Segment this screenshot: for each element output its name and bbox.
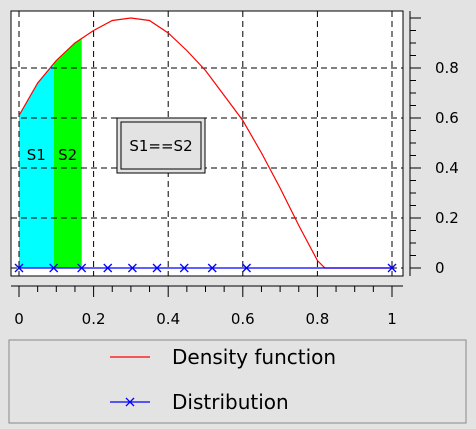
distribution-layer xyxy=(14,263,397,273)
region-s1 xyxy=(19,63,54,269)
shaded-regions: S1 S2 xyxy=(19,38,82,269)
distribution-point xyxy=(49,263,59,273)
x-tick-label: 1 xyxy=(387,310,397,328)
y-tick-label: 0.6 xyxy=(435,109,459,127)
x-tick-label: 0.4 xyxy=(156,310,180,328)
distribution-point xyxy=(152,263,162,273)
legend-label: Distribution xyxy=(172,390,289,414)
legend-marker xyxy=(125,397,135,407)
distribution-point xyxy=(387,263,397,273)
y-tick-label: 0 xyxy=(435,259,445,277)
distribution-point xyxy=(77,263,87,273)
annotation-text: S1==S2 xyxy=(129,137,192,155)
legend-item: Density function xyxy=(110,345,336,369)
x-tick-label: 0.6 xyxy=(231,310,255,328)
x-tick-label: 0 xyxy=(14,310,24,328)
distribution-point xyxy=(127,263,137,273)
plot-border xyxy=(10,10,404,277)
x-tick-label: 0.2 xyxy=(82,310,106,328)
distribution-point xyxy=(242,263,251,273)
distribution-point xyxy=(179,263,189,273)
legend-label: Density function xyxy=(172,345,336,369)
density-line xyxy=(18,17,392,269)
y-tick-label: 0.4 xyxy=(435,159,459,177)
region-label-s2: S2 xyxy=(58,146,77,164)
x-axis: 0 0.2 0.4 0.6 0.8 1 xyxy=(11,285,403,328)
distribution-point xyxy=(14,263,24,273)
annotation-box: S1==S2 xyxy=(116,117,206,174)
distribution-point xyxy=(207,263,217,273)
y-tick-label: 0.8 xyxy=(435,59,459,77)
region-s2 xyxy=(53,38,82,268)
y-tick-label: 0.2 xyxy=(435,209,459,227)
distribution-point xyxy=(103,263,113,273)
legend: Density function Distribution xyxy=(8,339,467,424)
region-label-s1: S1 xyxy=(27,146,46,164)
legend-item: Distribution xyxy=(110,390,289,414)
y-axis: 0 0.2 0.4 0.6 0.8 xyxy=(409,11,459,277)
x-tick-label: 0.8 xyxy=(305,310,329,328)
density-curve-layer xyxy=(18,17,392,269)
